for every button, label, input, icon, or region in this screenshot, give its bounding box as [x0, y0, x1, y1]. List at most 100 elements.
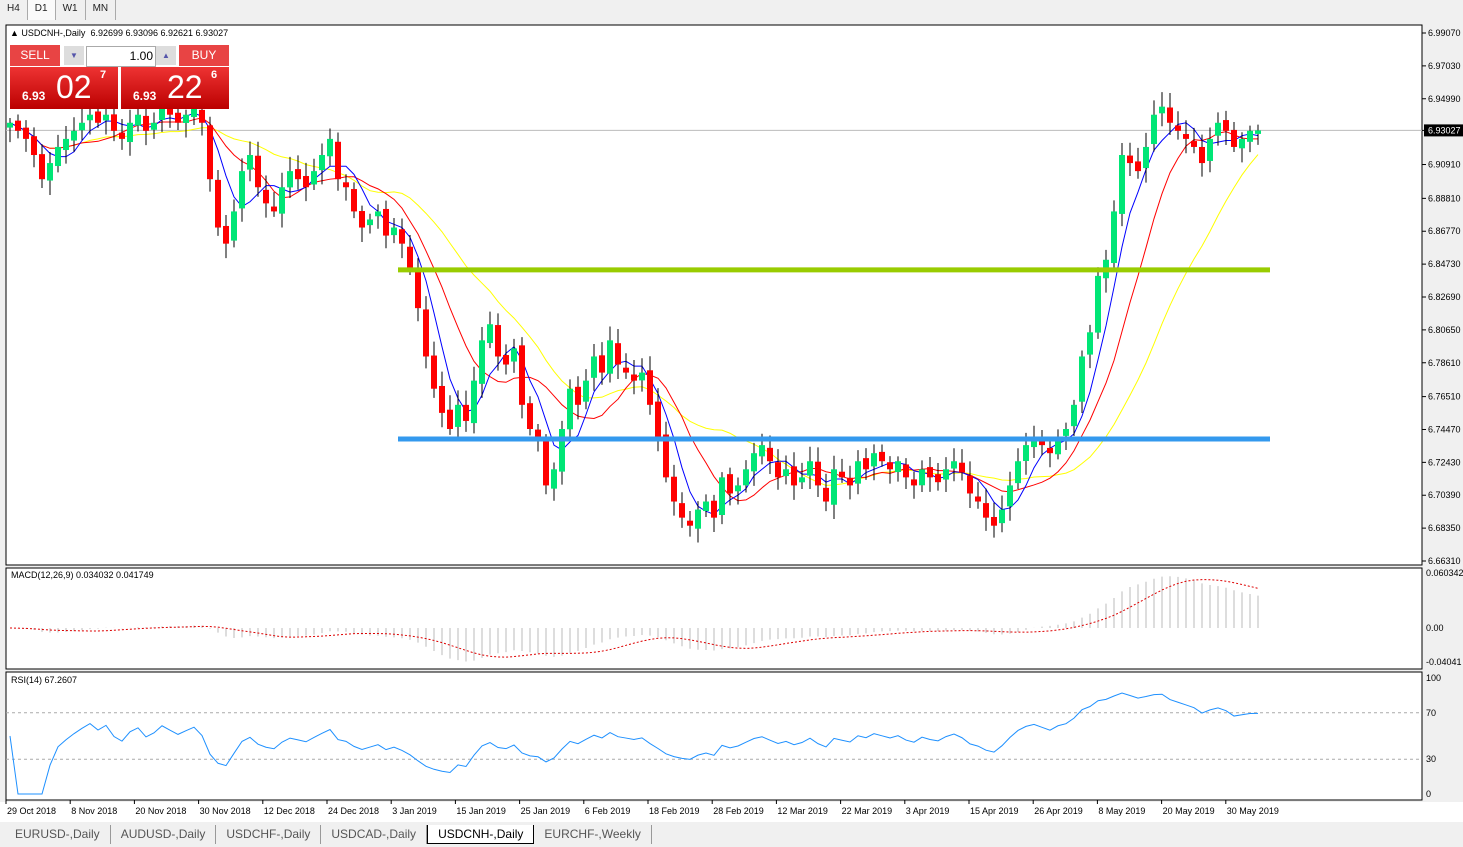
candle	[663, 421, 669, 483]
candle	[719, 472, 725, 525]
lot-down-button[interactable]: ▼	[64, 46, 84, 65]
candle	[39, 144, 45, 188]
candle	[847, 465, 853, 500]
candle-body	[551, 469, 557, 489]
candle	[303, 162, 309, 202]
candle	[607, 326, 613, 383]
lot-up-button[interactable]: ▲	[156, 46, 176, 65]
candle	[215, 170, 221, 236]
candle-body	[967, 475, 973, 494]
candle-body	[847, 477, 853, 486]
candle	[583, 369, 589, 410]
timeframe-d1[interactable]: D1	[27, 0, 56, 20]
price-tick-label: 6.72430	[1428, 457, 1461, 467]
candle	[647, 356, 653, 415]
candle	[559, 420, 565, 485]
rsi-line	[9, 692, 1259, 795]
candle	[31, 127, 37, 168]
buy-price[interactable]: 6.93 22 6	[121, 67, 229, 109]
candle	[903, 458, 909, 489]
candle-body	[1239, 138, 1245, 149]
candle-body	[671, 476, 677, 502]
candle-body	[943, 469, 949, 480]
date-tick-label: 25 Jan 2019	[521, 806, 571, 816]
candle-body	[1159, 106, 1165, 114]
chart-tab[interactable]: USDCNH-,Daily	[427, 825, 535, 844]
candle-body	[775, 462, 781, 478]
macd-tick-label: 0.060342	[1426, 568, 1463, 578]
candle-body	[1079, 356, 1085, 402]
date-tick-label: 20 Nov 2018	[135, 806, 186, 816]
date-tick-label: 8 Nov 2018	[71, 806, 117, 816]
candle	[1151, 100, 1157, 152]
candle	[1175, 111, 1181, 140]
candle	[287, 156, 293, 199]
candle	[679, 492, 685, 528]
candle-body	[431, 355, 437, 389]
lot-input[interactable]: 1.00	[86, 46, 156, 67]
candle-body	[375, 211, 381, 217]
chart-tab[interactable]: EURUSD-,Daily	[5, 825, 111, 844]
candle	[1063, 422, 1069, 451]
buy-button[interactable]: BUY	[179, 45, 229, 66]
chart-svg[interactable]: 6.99070 6.97030 6.94990 6.93 02 7 6.90910 6.888…	[0, 20, 1463, 825]
candle-body	[1199, 146, 1205, 164]
candle-body	[391, 227, 397, 236]
timeframe-w1[interactable]: W1	[56, 0, 86, 20]
timeframe-mn[interactable]: MN	[86, 0, 117, 20]
candle	[1031, 425, 1037, 459]
chart-tab[interactable]: USDCAD-,Daily	[321, 825, 428, 844]
candle-body	[975, 496, 981, 502]
candle-body	[71, 130, 77, 141]
candle-body	[655, 401, 661, 438]
candle-body	[495, 325, 501, 357]
candle-body	[151, 122, 157, 130]
candle-body	[703, 501, 709, 512]
candle-body	[719, 477, 725, 515]
date-tick-label: 15 Apr 2019	[970, 806, 1019, 816]
candle-body	[439, 385, 445, 413]
candle-body	[343, 182, 349, 188]
rsi-label: RSI(14) 67.2607	[11, 675, 77, 685]
candle	[1087, 324, 1093, 369]
sell-button[interactable]: SELL	[10, 45, 60, 66]
candle-body	[527, 403, 533, 429]
candle	[735, 477, 741, 505]
candle	[183, 109, 189, 138]
candle	[7, 117, 13, 143]
candle-body	[479, 340, 485, 384]
candle	[751, 442, 757, 486]
candle	[1231, 121, 1237, 152]
candle-body	[95, 111, 101, 123]
candle	[783, 455, 789, 485]
candle-body	[183, 114, 189, 123]
candle	[255, 141, 261, 197]
candle-body	[1023, 445, 1029, 462]
sell-price[interactable]: 6.93 02 7	[10, 67, 118, 109]
candle	[727, 467, 733, 506]
candle-body	[423, 309, 429, 357]
price-tick-label: 6.66310	[1428, 556, 1461, 566]
macd-label: MACD(12,26,9) 0.034032 0.041749	[11, 570, 154, 580]
price-tick-label: 6.90910	[1428, 160, 1461, 170]
candle-body	[335, 141, 341, 180]
candle	[511, 338, 517, 373]
candle	[967, 461, 973, 508]
timeframe-h4[interactable]: H4	[0, 0, 28, 20]
candle	[1239, 132, 1245, 163]
chart-tab[interactable]: AUDUSD-,Daily	[111, 825, 217, 844]
chart-tab[interactable]: USDCHF-,Daily	[216, 825, 322, 844]
chart-tab[interactable]: EURCHF-,Weekly	[534, 825, 652, 844]
candle-body	[1015, 461, 1021, 484]
candle	[63, 125, 69, 164]
candle-body	[351, 189, 357, 212]
candle	[223, 215, 229, 259]
sell-price-pip: 7	[100, 69, 107, 81]
candle-body	[887, 462, 893, 470]
candle-body	[631, 374, 637, 381]
candle-body	[447, 409, 453, 429]
candle	[1223, 110, 1229, 145]
sell-price-big: 6.93	[22, 89, 46, 103]
candle-body	[87, 114, 93, 121]
candle-body	[711, 500, 717, 518]
